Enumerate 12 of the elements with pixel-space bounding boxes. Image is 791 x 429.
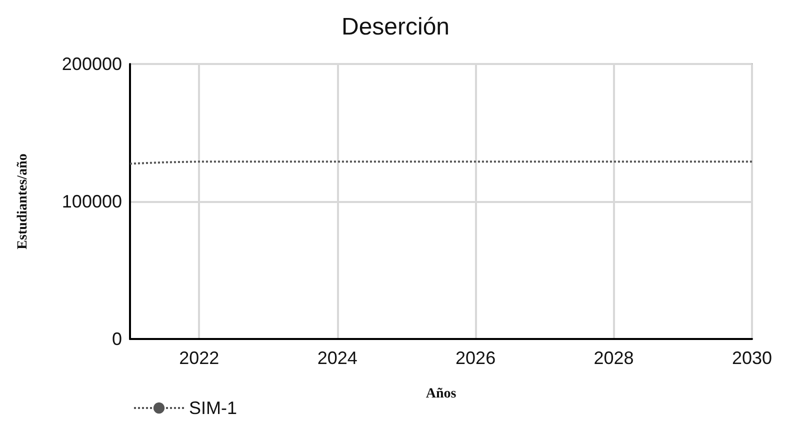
- y-axis-title: Estudiantes/año: [16, 154, 30, 250]
- x-tick-label: 2028: [594, 348, 634, 368]
- x-tick-label: 2030: [732, 348, 772, 368]
- y-tick-label: 100000: [62, 192, 122, 212]
- y-tick-label: 0: [112, 329, 122, 349]
- x-tick-label: 2022: [179, 348, 220, 368]
- chart-title: Deserción: [341, 14, 450, 40]
- x-tick-label: 2024: [317, 348, 358, 368]
- legend-label: SIM-1: [189, 398, 238, 418]
- x-tick-label: 2026: [456, 348, 496, 368]
- x-axis-title: Años: [426, 386, 457, 402]
- y-tick-label: 200000: [62, 54, 122, 74]
